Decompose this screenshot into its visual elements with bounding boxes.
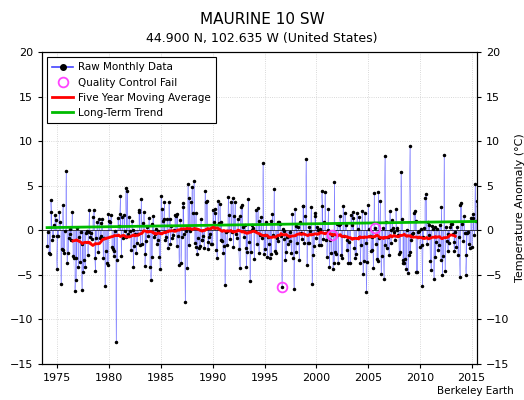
Legend: Raw Monthly Data, Quality Control Fail, Five Year Moving Average, Long-Term Tren: Raw Monthly Data, Quality Control Fail, … — [47, 57, 216, 123]
Text: MAURINE 10 SW: MAURINE 10 SW — [200, 12, 324, 27]
Text: Berkeley Earth: Berkeley Earth — [437, 386, 514, 396]
Y-axis label: Temperature Anomaly (°C): Temperature Anomaly (°C) — [515, 134, 524, 282]
Text: 44.900 N, 102.635 W (United States): 44.900 N, 102.635 W (United States) — [146, 32, 378, 45]
